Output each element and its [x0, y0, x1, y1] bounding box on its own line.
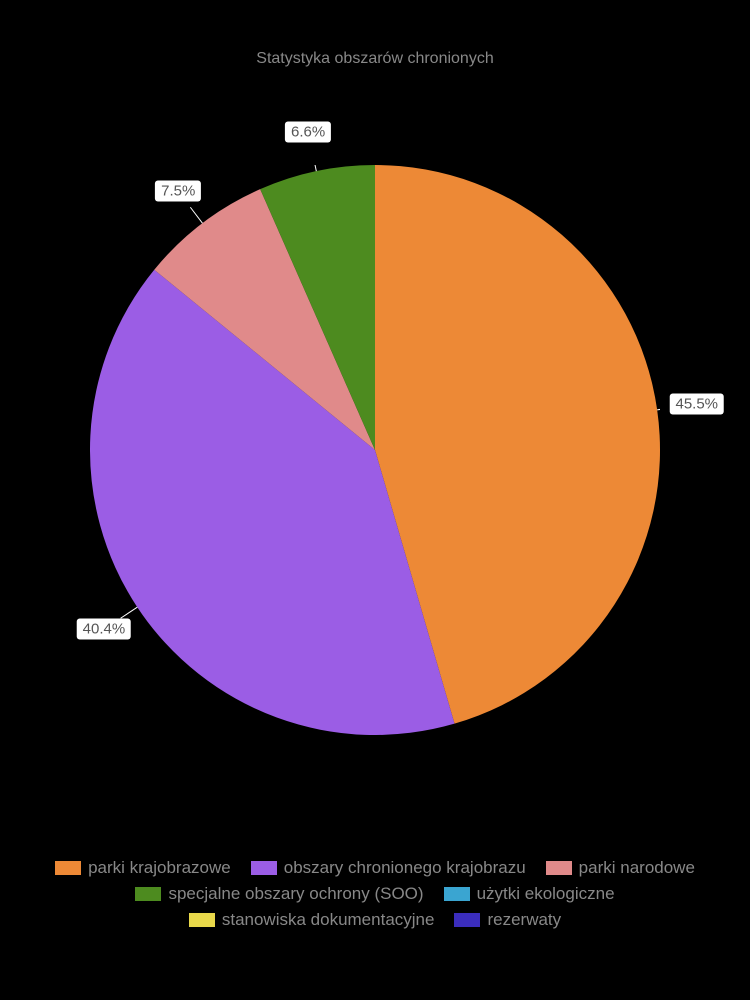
legend-swatch — [546, 861, 572, 875]
legend-swatch — [135, 887, 161, 901]
slice-label: 6.6% — [285, 121, 331, 142]
legend-label: specjalne obszary ochrony (SOO) — [168, 884, 423, 904]
legend-swatch — [189, 913, 215, 927]
legend-label: parki krajobrazowe — [88, 858, 231, 878]
legend-item: stanowiska dokumentacyjne — [189, 910, 435, 930]
pie-chart: 45.5%40.4%7.5%6.6% — [90, 165, 660, 735]
legend-item: specjalne obszary ochrony (SOO) — [135, 884, 423, 904]
legend-label: parki narodowe — [579, 858, 695, 878]
slice-label: 40.4% — [77, 619, 132, 640]
legend-label: rezerwaty — [487, 910, 561, 930]
legend-item: obszary chronionego krajobrazu — [251, 858, 526, 878]
legend-label: użytki ekologiczne — [477, 884, 615, 904]
legend-label: stanowiska dokumentacyjne — [222, 910, 435, 930]
legend-swatch — [251, 861, 277, 875]
pie-svg — [90, 165, 660, 735]
legend-item: parki narodowe — [546, 858, 695, 878]
legend-item: rezerwaty — [454, 910, 561, 930]
legend: parki krajobrazowe obszary chronionego kr… — [55, 858, 695, 930]
legend-swatch — [444, 887, 470, 901]
chart-title: Statystyka obszarów chronionych — [0, 0, 750, 68]
slice-label: 7.5% — [155, 181, 201, 202]
legend-item: parki krajobrazowe — [55, 858, 231, 878]
slice-label: 45.5% — [669, 394, 724, 415]
legend-label: obszary chronionego krajobrazu — [284, 858, 526, 878]
legend-swatch — [55, 861, 81, 875]
legend-item: użytki ekologiczne — [444, 884, 615, 904]
legend-swatch — [454, 913, 480, 927]
